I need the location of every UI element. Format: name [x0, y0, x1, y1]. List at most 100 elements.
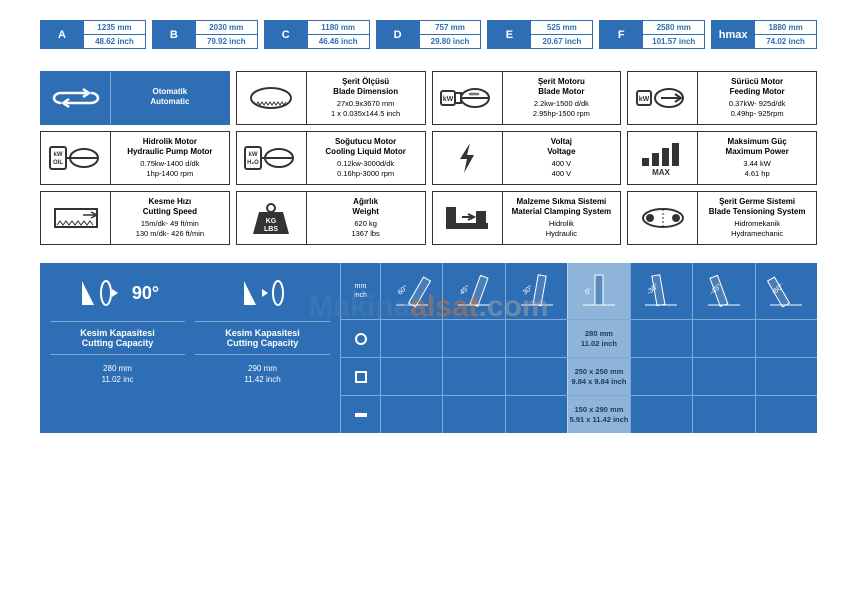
dimension-label: D: [376, 20, 420, 49]
capacity-icon: 90°: [76, 273, 159, 313]
angle-header: 45°: [442, 263, 504, 319]
capacity-cell: [442, 396, 504, 433]
capacity-cell: [630, 358, 692, 395]
capacity-cell: 250 x 250 mm9.84 x 9.84 inch: [567, 358, 629, 395]
angle-header: -45°: [692, 263, 754, 319]
svg-text:LBS: LBS: [264, 226, 278, 233]
svg-text:kW: kW: [639, 96, 650, 103]
capacity-value: 290 mm11.42 inch: [244, 363, 280, 385]
spec-title: Soğutucu MotorCooling Liquid Motor: [313, 137, 419, 156]
capacity-cell: 150 x 290 mm5.91 x 11.42 inch: [567, 396, 629, 433]
dimension-inch: 20.67 inch: [531, 34, 593, 49]
svg-text:60°: 60°: [396, 283, 409, 296]
capacity-cell: [692, 358, 754, 395]
capacity-cell: [442, 358, 504, 395]
spec-cell: kWH₂O Soğutucu MotorCooling Liquid Motor…: [236, 131, 426, 185]
dimension-label: C: [264, 20, 308, 49]
capacity-column: 90° Kesim KapasitesiCutting Capacity 280…: [50, 273, 185, 423]
svg-text:0°: 0°: [583, 286, 593, 297]
capacity-cell: [755, 358, 817, 395]
spec-title: Malzeme Sıkma SistemiMaterial Clamping S…: [509, 197, 615, 216]
angle-header: -30°: [630, 263, 692, 319]
capacity-cell: [380, 358, 442, 395]
angle-header: 0°: [567, 263, 629, 319]
svg-text:OIL: OIL: [53, 160, 63, 166]
spec-cell: VoltajVoltage 400 V400 V: [432, 131, 622, 185]
motor-feed-icon: kW: [628, 72, 698, 124]
capacity-row: 250 x 250 mm9.84 x 9.84 inch: [340, 357, 817, 395]
tension-icon: [628, 192, 698, 244]
capacity-icon: [238, 273, 288, 313]
capacity-cell: [505, 396, 567, 433]
spec-values: HidrolikHydraulic: [509, 219, 615, 239]
svg-text:MAX: MAX: [652, 168, 670, 177]
dimension-label: A: [40, 20, 84, 49]
dimension-inch: 29.80 inch: [420, 34, 482, 49]
spec-title: Şerit MotoruBlade Motor: [509, 77, 615, 96]
spec-cell: Malzeme Sıkma SistemiMaterial Clamping S…: [432, 191, 622, 245]
capacity-cell: 280 mm11.02 inch: [567, 320, 629, 357]
svg-text:45°: 45°: [458, 283, 471, 296]
capacity-cell: [755, 396, 817, 433]
speed-icon: [41, 192, 111, 244]
svg-text:30°: 30°: [521, 283, 534, 296]
dimension-mm: 1235 mm: [84, 20, 146, 34]
spec-cell: KGLBS AğırlıkWeight 620 kg1367 lbs: [236, 191, 426, 245]
spec-cell: OtomatikAutomatic: [40, 71, 230, 125]
dimension-block: C 1180 mm 46.46 inch: [264, 20, 370, 49]
dimension-mm: 2030 mm: [196, 20, 258, 34]
spec-title: Şerit ÖlçüsüBlade Dimension: [313, 77, 419, 96]
capacity-cell: [505, 320, 567, 357]
capacity-cell: [380, 396, 442, 433]
capacity-column: Kesim KapasitesiCutting Capacity 290 mm1…: [195, 273, 330, 423]
shape-icon: [340, 358, 380, 395]
blade-icon: [237, 72, 307, 124]
dimension-label: hmax: [711, 20, 755, 49]
maxpower-icon: MAX: [628, 132, 698, 184]
specs-grid: OtomatikAutomatic Şerit ÖlçüsüBlade Dime…: [40, 71, 817, 245]
dimension-block: D 757 mm 29.80 inch: [376, 20, 482, 49]
spec-title: Maksimum GüçMaximum Power: [704, 137, 810, 156]
svg-text:kW: kW: [443, 96, 454, 103]
dimension-inch: 79.92 inch: [196, 34, 258, 49]
dimension-label: E: [487, 20, 531, 49]
svg-text:H₂O: H₂O: [247, 160, 259, 166]
motor-h2o-icon: kWH₂O: [237, 132, 307, 184]
spec-title: AğırlıkWeight: [313, 197, 419, 216]
dimension-inch: 101.57 inch: [643, 34, 705, 49]
clamp-icon: [433, 192, 503, 244]
svg-text:KG: KG: [266, 218, 277, 225]
cycle-icon: [41, 72, 111, 124]
dimension-inch: 74.02 inch: [755, 34, 817, 49]
capacity-cell: [630, 320, 692, 357]
spec-values: 15m/dk- 49 ft/min130 m/dk- 426 ft/min: [117, 219, 223, 239]
capacity-row: 280 mm11.02 inch: [340, 319, 817, 357]
angle-header: -60°: [755, 263, 817, 319]
dimension-mm: 525 mm: [531, 20, 593, 34]
dimension-block: E 525 mm 20.67 inch: [487, 20, 593, 49]
capacity-cell: [755, 320, 817, 357]
svg-text:kW: kW: [53, 152, 62, 158]
spec-values: 2.2kw-1500 d/dk2.95hp-1500 rpm: [509, 99, 615, 119]
spec-values: 3.44 kW4.61 hp: [704, 159, 810, 179]
capacity-cell: [692, 396, 754, 433]
weight-icon: KGLBS: [237, 192, 307, 244]
shape-icon: [340, 396, 380, 433]
spec-title: Şerit Germe SistemiBlade Tensioning Syst…: [704, 197, 810, 216]
capacity-label: Kesim KapasitesiCutting Capacity: [195, 321, 330, 355]
capacity-cell: [380, 320, 442, 357]
spec-values: 400 V400 V: [509, 159, 615, 179]
spec-values: 0.37kW- 925d/dk0.49hp- 925rpm: [704, 99, 810, 119]
spec-title: OtomatikAutomatic: [117, 87, 223, 106]
dimension-block: B 2030 mm 79.92 inch: [152, 20, 258, 49]
voltage-icon: [433, 132, 503, 184]
spec-values: 620 kg1367 lbs: [313, 219, 419, 239]
angle-header: 60°: [380, 263, 442, 319]
dimension-mm: 1880 mm: [755, 20, 817, 34]
angle-header: 30°: [505, 263, 567, 319]
motor-kw-icon: kW: [433, 72, 503, 124]
dimension-inch: 46.46 inch: [308, 34, 370, 49]
dimension-label: F: [599, 20, 643, 49]
spec-values: 0.12kw-3000d/dk0.16hp-3000 rpm: [313, 159, 419, 179]
spec-title: Sürücü MotorFeeding Motor: [704, 77, 810, 96]
